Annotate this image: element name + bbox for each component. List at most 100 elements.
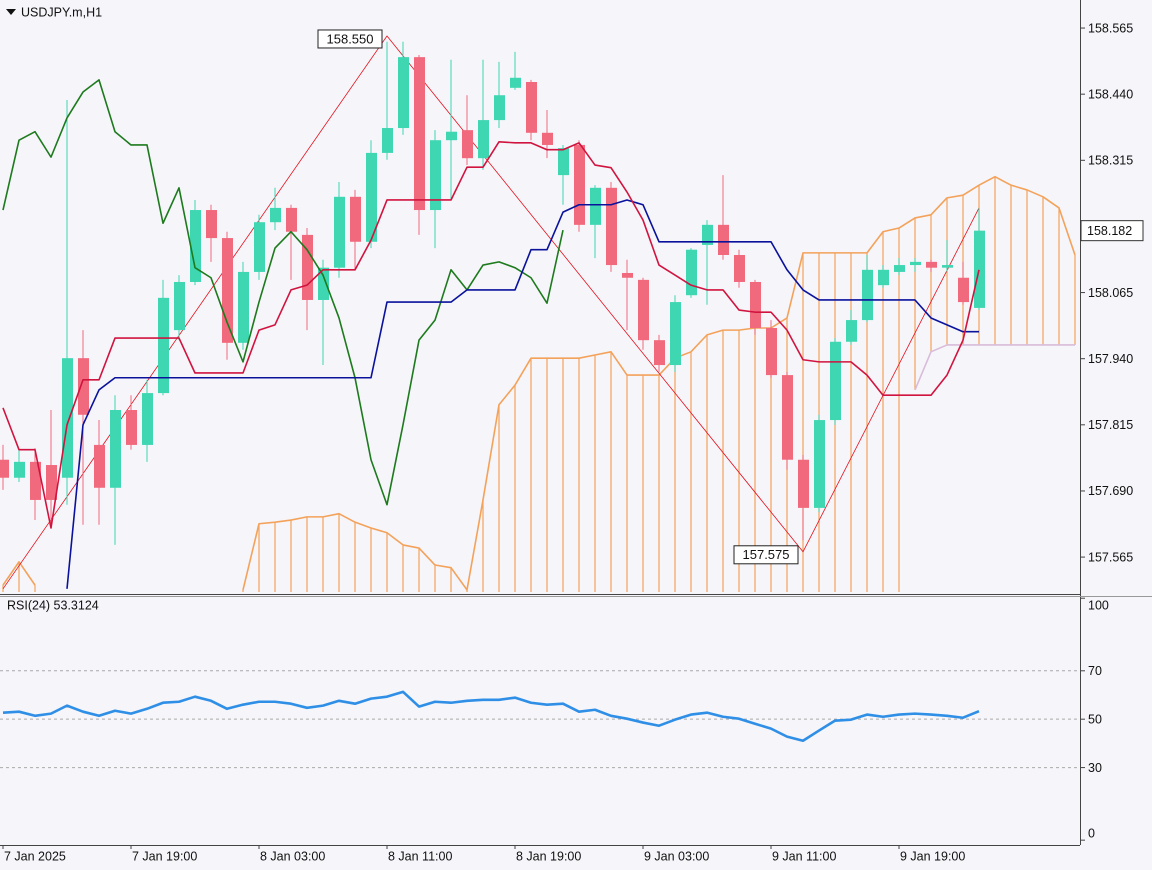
annotation-label: 158.550 xyxy=(327,31,374,46)
candle-body xyxy=(510,77,521,88)
candle-body xyxy=(686,249,697,296)
candle-body xyxy=(814,420,825,508)
x-tick-label: 7 Jan 2025 xyxy=(4,849,66,863)
annotation-label: 157.575 xyxy=(743,547,790,562)
y-tick-label: 157.940 xyxy=(1088,352,1133,366)
candle-body xyxy=(926,261,937,268)
candle-body xyxy=(462,130,473,159)
annotation-box xyxy=(317,29,383,49)
candle-body xyxy=(30,461,41,500)
candle-body xyxy=(158,297,169,394)
x-tick-label: 8 Jan 19:00 xyxy=(516,849,581,863)
candle-body xyxy=(142,393,153,445)
y-tick-label: 100 xyxy=(1088,598,1109,612)
candle-body xyxy=(46,465,57,500)
candle-body xyxy=(606,187,617,266)
candle-body xyxy=(382,128,393,153)
zigzag-line xyxy=(2,35,980,590)
x-tick-label: 9 Jan 11:00 xyxy=(772,849,836,863)
candle-body xyxy=(526,82,537,133)
indicator-line xyxy=(66,199,979,589)
candle-body xyxy=(942,265,953,268)
y-tick-label: 158.565 xyxy=(1088,21,1133,35)
candle-body xyxy=(366,152,377,242)
candle-body xyxy=(110,410,121,488)
chart-title: USDJPY.m,H1 xyxy=(21,5,102,19)
y-tick-label: 158.440 xyxy=(1088,87,1133,101)
candle-body xyxy=(126,410,137,445)
y-tick-label: 158.315 xyxy=(1088,154,1133,168)
candle-body xyxy=(494,95,505,121)
candle-body xyxy=(798,459,809,508)
candle-body xyxy=(670,302,681,366)
candle-body xyxy=(478,120,489,159)
candle-body xyxy=(894,265,905,272)
current-price-box xyxy=(1080,220,1144,242)
candle-body xyxy=(542,132,553,145)
candle-body xyxy=(878,269,889,286)
rsi-title: RSI(24) 53.3124 xyxy=(7,598,99,612)
y-tick-label: 157.690 xyxy=(1088,484,1133,498)
candle-body xyxy=(558,148,569,176)
cloud-span-b xyxy=(914,344,1075,391)
candle-body xyxy=(750,281,761,329)
candle-body xyxy=(302,234,313,300)
candle-body xyxy=(446,131,457,141)
candle-body xyxy=(974,230,985,308)
candle-body xyxy=(78,358,89,415)
candle-body xyxy=(398,57,409,129)
candle-body xyxy=(206,210,217,239)
candle-body xyxy=(830,341,841,421)
candle-body xyxy=(0,459,9,478)
x-tick-label: 9 Jan 19:00 xyxy=(900,849,965,863)
candle-body xyxy=(910,261,921,266)
candle-body xyxy=(846,320,857,342)
candle-body xyxy=(958,277,969,303)
candle-body xyxy=(638,279,649,341)
candle-body xyxy=(254,222,265,272)
candle-body xyxy=(270,207,281,223)
candle-body xyxy=(14,461,25,478)
candle-body xyxy=(622,272,633,278)
candle-body xyxy=(782,375,793,460)
candle-body xyxy=(430,140,441,211)
y-tick-label: 0 xyxy=(1088,826,1095,840)
rsi-line xyxy=(2,690,980,743)
candle-body xyxy=(318,267,329,300)
y-tick-label: 50 xyxy=(1088,712,1102,726)
x-tick-label: 7 Jan 19:00 xyxy=(132,849,197,863)
candle-body xyxy=(350,196,361,242)
candle-body xyxy=(222,238,233,343)
indicator-line xyxy=(2,140,980,529)
x-tick-label: 8 Jan 03:00 xyxy=(260,849,325,863)
candle-body xyxy=(62,358,73,478)
candle-body xyxy=(334,196,345,268)
candle-body xyxy=(414,57,425,211)
candle-body xyxy=(862,269,873,321)
y-tick-label: 70 xyxy=(1088,664,1102,678)
x-tick-label: 8 Jan 11:00 xyxy=(388,849,452,863)
candle-body xyxy=(574,144,585,225)
candle-body xyxy=(174,281,185,331)
indicator-line xyxy=(2,79,564,506)
y-tick-label: 157.815 xyxy=(1088,418,1133,432)
current-price-label: 158.182 xyxy=(1087,224,1132,238)
y-tick-label: 157.565 xyxy=(1088,550,1133,564)
candle-body xyxy=(718,224,729,255)
candle-body xyxy=(286,207,297,232)
cloud-span-a xyxy=(2,175,1076,591)
candle-body xyxy=(238,271,249,343)
y-tick-label: 158.065 xyxy=(1088,286,1133,300)
candle-body xyxy=(654,340,665,366)
candle-body xyxy=(190,210,201,282)
menu-arrow xyxy=(6,9,16,15)
candle-body xyxy=(734,254,745,282)
x-tick-label: 9 Jan 03:00 xyxy=(644,849,709,863)
candle-body xyxy=(94,444,105,488)
candle-body xyxy=(766,328,777,376)
rsi-panel xyxy=(0,670,1080,769)
